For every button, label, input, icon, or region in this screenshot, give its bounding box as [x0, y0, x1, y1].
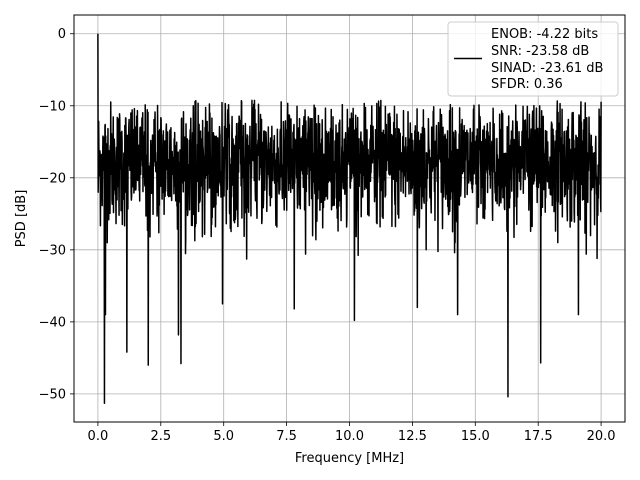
- x-tick-label: 12.5: [398, 429, 427, 444]
- y-tick-label: −40: [39, 315, 66, 330]
- x-tick-label: 2.5: [150, 429, 171, 444]
- x-tick-label: 20.0: [587, 429, 616, 444]
- y-tick-label: −50: [39, 387, 66, 402]
- plot-area: [97, 33, 602, 405]
- legend-enob: ENOB: -4.22 bits: [491, 27, 598, 42]
- legend-box: [447, 21, 619, 97]
- legend-sinad: SINAD: -23.61 dB: [491, 61, 603, 76]
- x-tick-label: 17.5: [524, 429, 553, 444]
- x-tick-label: 10.0: [335, 429, 364, 444]
- legend-snr: SNR: -23.58 dB: [491, 44, 589, 59]
- legend: ENOB: -4.22 bits SNR: -23.58 dB SINAD: -…: [447, 21, 619, 97]
- y-axis-ticks: 0 −10 −20 −30 −40 −50: [39, 27, 74, 402]
- y-tick-label: −30: [39, 243, 66, 258]
- y-axis-label: PSD [dB]: [14, 190, 29, 248]
- x-tick-label: 0.0: [88, 429, 109, 444]
- legend-sfdr: SFDR: 0.36: [491, 77, 563, 92]
- y-tick-label: −10: [39, 99, 66, 114]
- x-axis-label: Frequency [MHz]: [295, 451, 404, 466]
- x-tick-label: 5.0: [213, 429, 234, 444]
- x-tick-label: 15.0: [461, 429, 490, 444]
- psd-series-line: [97, 33, 602, 405]
- y-tick-label: 0: [58, 27, 66, 42]
- x-axis-ticks: 0.0 2.5 5.0 7.5 10.0 12.5 15.0 17.5 20.0: [88, 422, 616, 444]
- x-tick-label: 7.5: [276, 429, 297, 444]
- y-tick-label: −20: [39, 171, 66, 186]
